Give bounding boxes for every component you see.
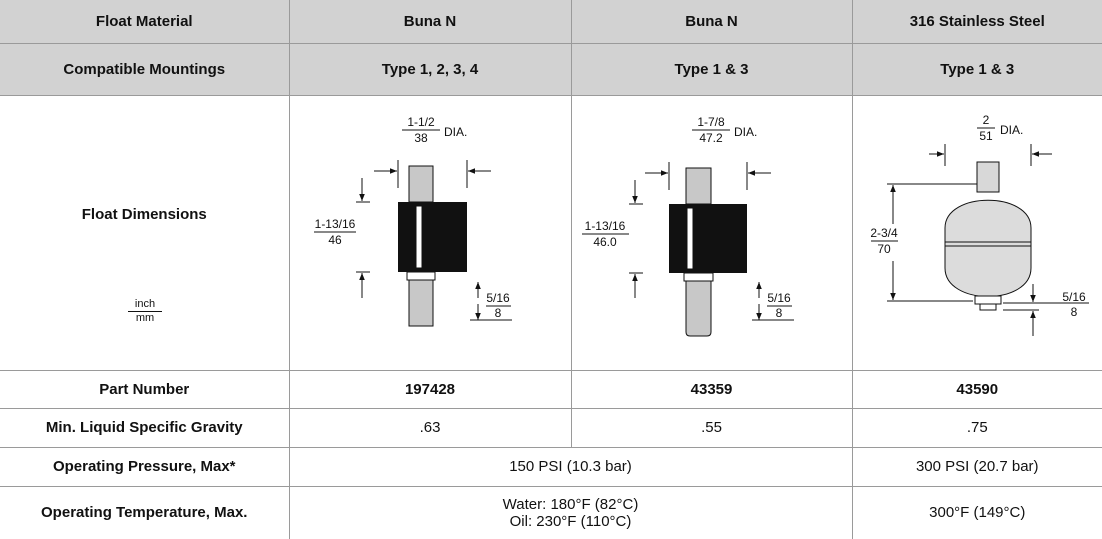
cell: Min. Liquid Specific Gravity <box>0 408 289 447</box>
float-drawing: 1-1/2 38 DIA. 1-13/16 46 <box>290 96 571 370</box>
row: Min. Liquid Specific Gravity .63 .55 .75 <box>0 408 1102 447</box>
row: Operating Temperature, Max. Water: 180°F… <box>0 486 1102 539</box>
stem <box>409 166 433 202</box>
cell: 1-7/8 47.2 DIA. 1-13/16 46.0 <box>571 95 852 370</box>
dim-mm: 46.0 <box>593 235 617 249</box>
cell-line: Oil: 230°F (110°C) <box>290 513 852 530</box>
row: Float Dimensions inch mm 1-1/2 38 DIA. <box>0 95 1102 370</box>
cell: Compatible Mountings <box>0 43 289 95</box>
stem <box>686 281 711 336</box>
clip <box>407 272 435 280</box>
dim-inch: 2-3/4 <box>870 226 898 240</box>
stem <box>409 280 433 326</box>
dim-mm: 51 <box>979 129 993 143</box>
cell: Part Number <box>0 370 289 408</box>
cell: .75 <box>852 408 1102 447</box>
dim-note: DIA. <box>734 125 757 139</box>
dim-inch: 5/16 <box>767 291 791 305</box>
cell: Buna N <box>571 0 852 43</box>
cell: Type 1 & 3 <box>571 43 852 95</box>
body: Float Material Buna N Buna N 316 Stainle… <box>0 0 1102 538</box>
dim-mm: 8 <box>494 306 501 320</box>
row: Compatible Mountings Type 1, 2, 3, 4 Typ… <box>0 43 1102 95</box>
float-body <box>669 204 747 273</box>
cell: 43590 <box>852 370 1102 408</box>
dim-note: DIA. <box>1000 123 1023 137</box>
float-body <box>945 200 1031 296</box>
dim-inch: 1-1/2 <box>407 115 435 129</box>
dim-note: DIA. <box>444 125 467 139</box>
cell: 197428 <box>289 370 571 408</box>
dim-inch: 1-13/16 <box>584 219 625 233</box>
slot <box>416 206 422 268</box>
cell: Water: 180°F (82°C) Oil: 230°F (110°C) <box>289 486 852 539</box>
dim-inch: 5/16 <box>1062 290 1086 304</box>
cell: 300°F (149°C) <box>852 486 1102 539</box>
clip <box>980 304 996 310</box>
stem <box>977 162 999 192</box>
cell: 2 51 DIA. 2-3/4 70 <box>852 95 1102 370</box>
cell: Type 1 & 3 <box>852 43 1102 95</box>
dim-inch: 1-13/16 <box>314 217 355 231</box>
dim-mm: 70 <box>877 242 891 256</box>
dim-inch: 2 <box>982 113 989 127</box>
unit-legend: inch mm <box>128 298 162 324</box>
cell: 300 PSI (20.7 bar) <box>852 447 1102 486</box>
spec-table: Float Material Buna N Buna N 316 Stainle… <box>0 0 1102 539</box>
cell: 150 PSI (10.3 bar) <box>289 447 852 486</box>
cell: Operating Temperature, Max. <box>0 486 289 539</box>
float-drawing: 1-7/8 47.2 DIA. 1-13/16 46.0 <box>572 96 852 370</box>
dim-inch: 1-7/8 <box>697 115 725 129</box>
cell: Float Material <box>0 0 289 43</box>
slot <box>687 208 693 269</box>
cell: Buna N <box>289 0 571 43</box>
cell: .63 <box>289 408 571 447</box>
dim-mm: 8 <box>775 306 782 320</box>
cell: Operating Pressure, Max* <box>0 447 289 486</box>
page: Float specifications {"table": { "header… <box>0 0 1102 538</box>
cell: 1-1/2 38 DIA. 1-13/16 46 <box>289 95 571 370</box>
float-drawing: 2 51 DIA. 2-3/4 70 <box>853 96 1102 370</box>
dim-mm: 8 <box>1070 305 1077 319</box>
cell: Float Dimensions inch mm <box>0 95 289 370</box>
cell: .55 <box>571 408 852 447</box>
unit-top: inch <box>128 298 162 312</box>
row-label: Float Dimensions <box>0 206 289 223</box>
cell: 43359 <box>571 370 852 408</box>
cell: Type 1, 2, 3, 4 <box>289 43 571 95</box>
dim-inch: 5/16 <box>486 291 510 305</box>
unit-bottom: mm <box>128 312 162 324</box>
clip <box>975 296 1001 304</box>
float-body <box>398 202 467 272</box>
dim-mm: 47.2 <box>699 131 723 145</box>
row: Part Number 197428 43359 43590 <box>0 370 1102 408</box>
clip <box>684 273 713 281</box>
header-row: Float Material Buna N Buna N 316 Stainle… <box>0 0 1102 43</box>
row: Operating Pressure, Max* 150 PSI (10.3 b… <box>0 447 1102 486</box>
cell-line: Water: 180°F (82°C) <box>290 496 852 513</box>
dim-mm: 38 <box>414 131 428 145</box>
cell: 316 Stainless Steel <box>852 0 1102 43</box>
dim-mm: 46 <box>328 233 342 247</box>
stem <box>686 168 711 204</box>
